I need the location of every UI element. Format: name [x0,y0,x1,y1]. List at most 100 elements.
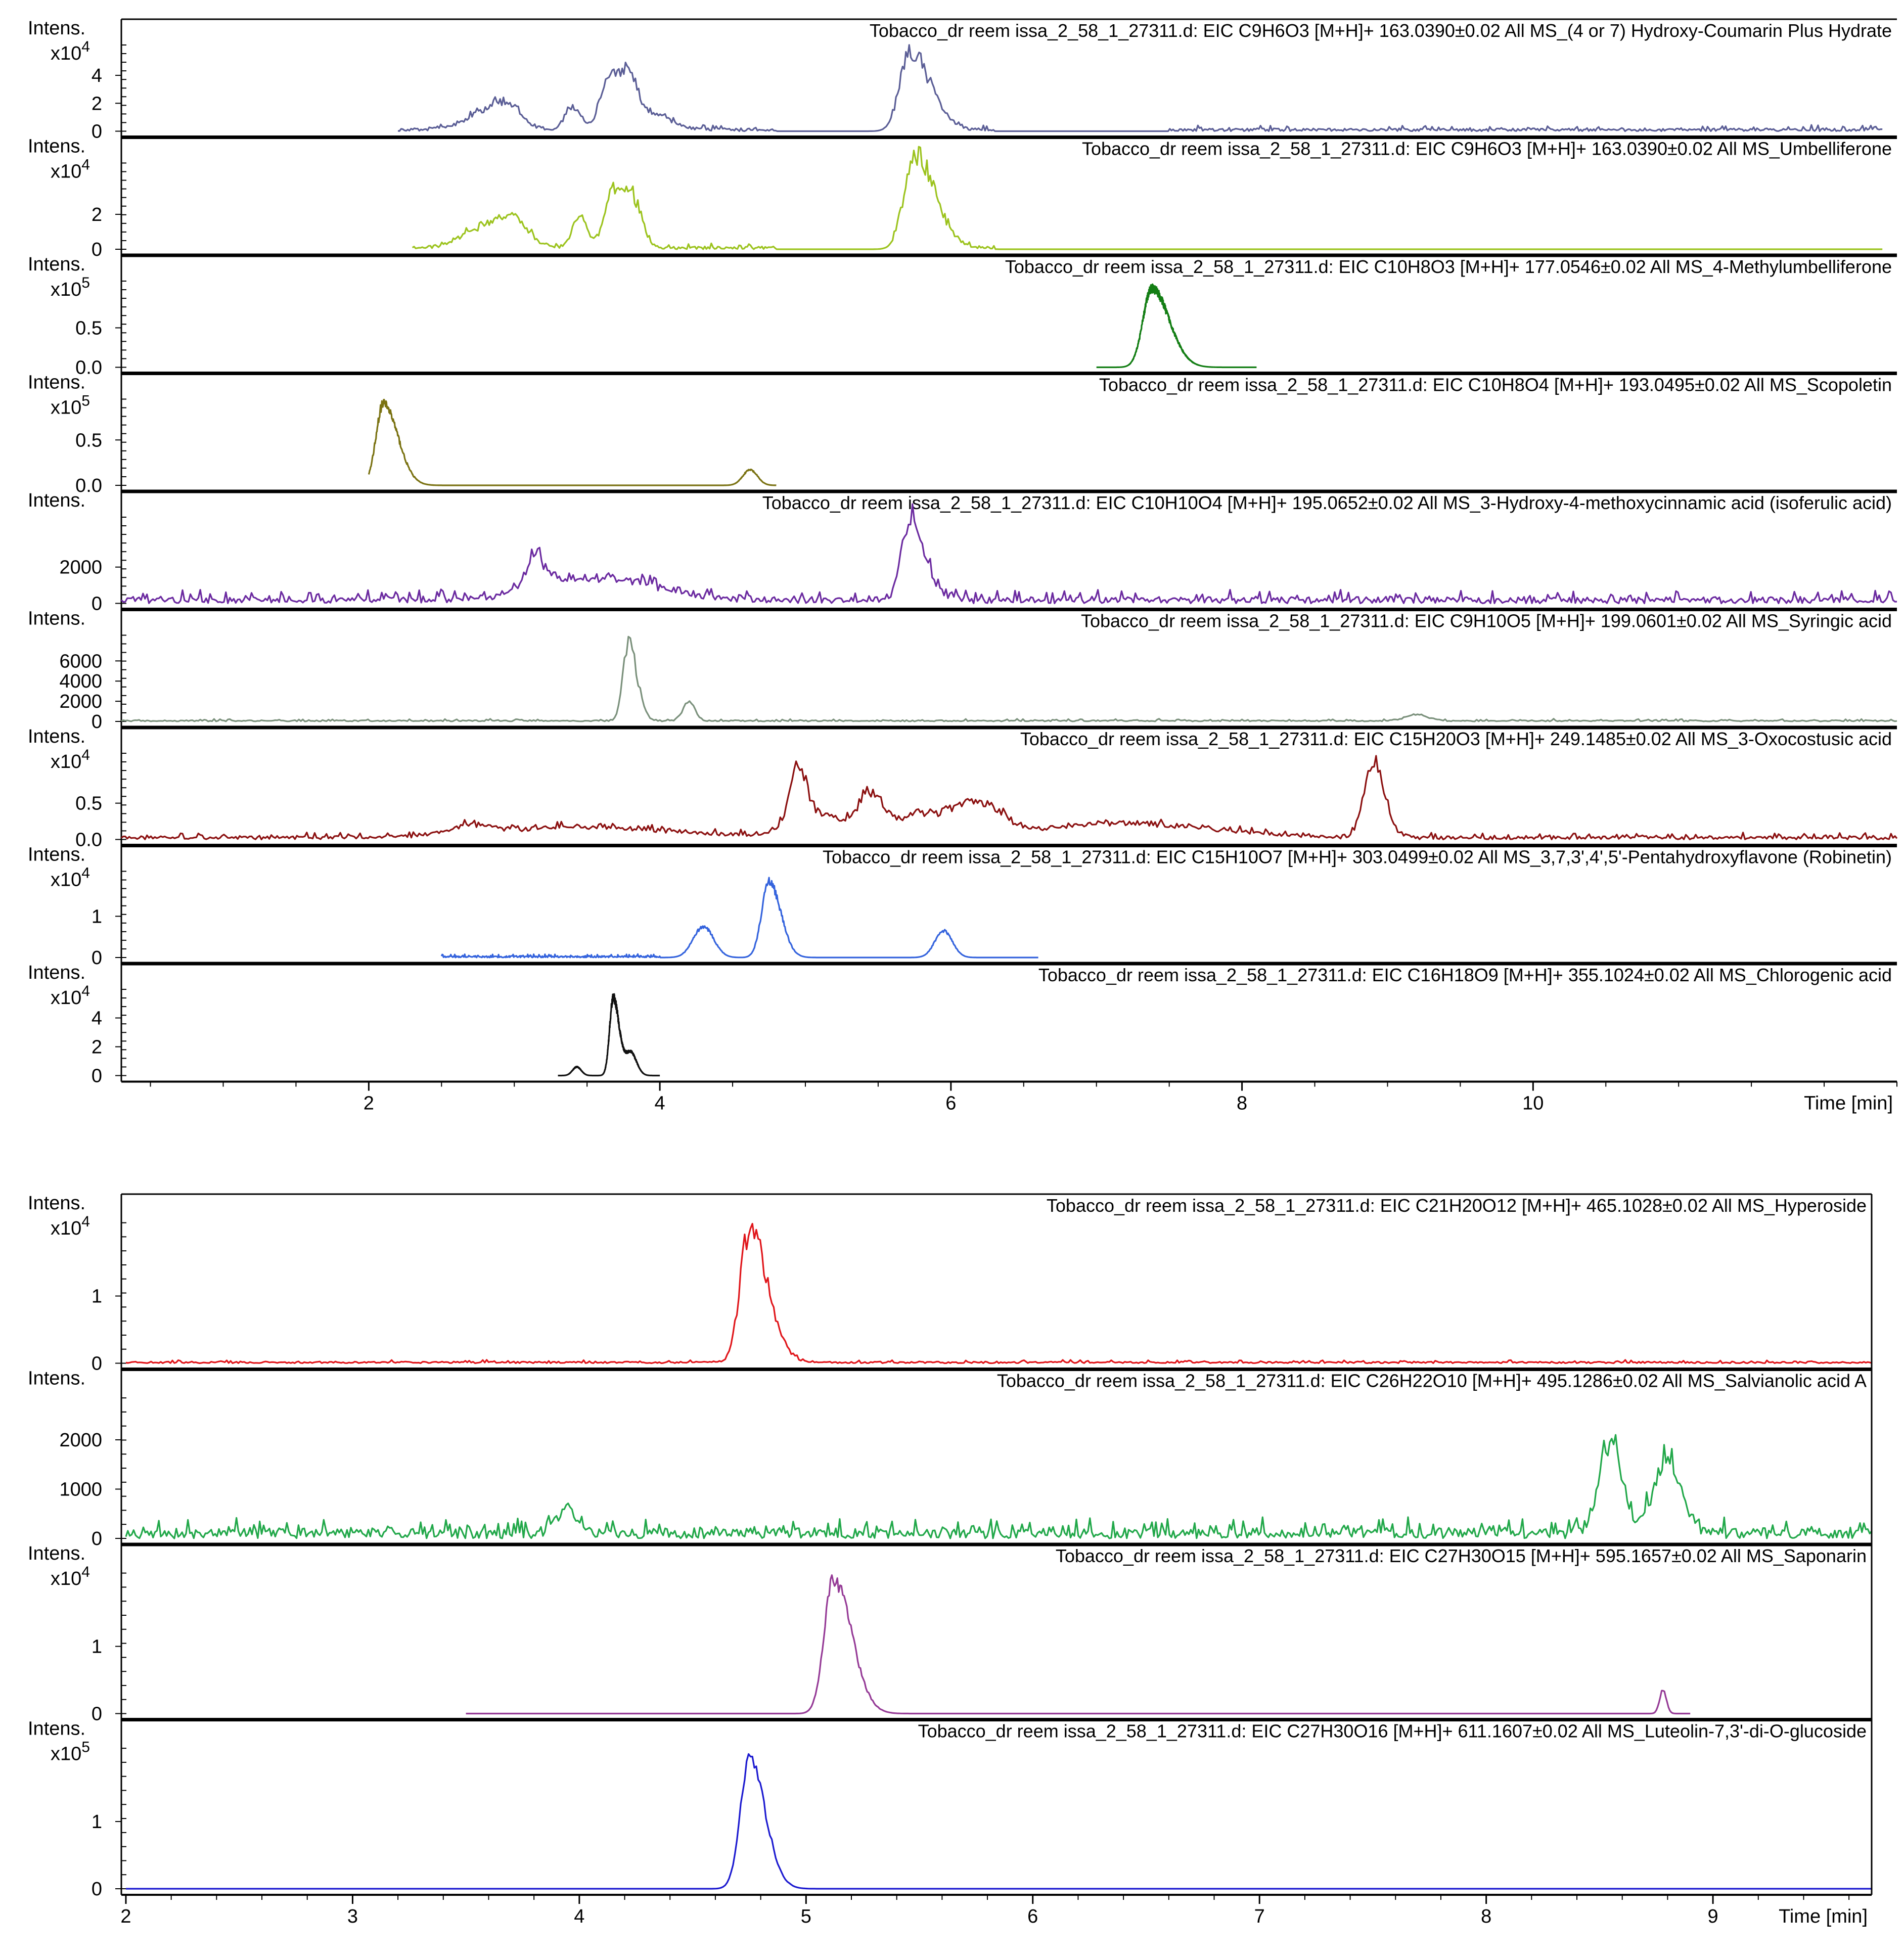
y-tick-label: 2 [92,93,102,114]
y-multiplier-base: x10 [51,161,81,183]
y-multiplier: x104 [51,865,90,891]
x-tick-label: 8 [1237,1093,1247,1114]
x-tick-label: 6 [945,1093,956,1114]
y-multiplier-base: x10 [51,279,81,300]
x-tick-label: 2 [120,1906,131,1927]
y-multiplier: x104 [51,157,90,183]
y-tick-label: 2 [92,1037,102,1058]
x-tick-label: 7 [1254,1906,1265,1927]
y-axis-label: Intens. [28,608,85,629]
y-multiplier-base: x10 [51,1744,81,1765]
y-multiplier-base: x10 [51,751,81,772]
y-tick-label: 0 [92,1528,102,1550]
y-multiplier-exponent: 4 [81,983,90,999]
y-tick-label: 0.0 [75,475,102,496]
y-multiplier-base: x10 [51,987,81,1009]
y-tick-label: 0.0 [75,357,102,379]
y-axis-label: Intens. [28,372,85,393]
y-multiplier-base: x10 [51,1568,81,1589]
y-multiplier: x104 [51,983,90,1009]
y-tick-label: 0 [92,711,102,733]
y-tick-label: 0 [92,1704,102,1725]
y-tick-label: 0 [92,239,102,260]
y-axis-label: Intens. [28,1368,85,1389]
x-tick-label: 6 [1027,1906,1038,1927]
y-tick-label: 0 [92,947,102,969]
x-tick-label: 5 [801,1906,811,1927]
y-multiplier: x104 [51,747,90,772]
y-multiplier: x105 [51,393,90,419]
y-multiplier-exponent: 4 [81,747,90,763]
y-tick-label: 1000 [59,1479,102,1500]
y-multiplier-exponent: 5 [81,393,90,409]
chromatogram-trace [412,146,1883,250]
x-axis-label: Time [min] [1804,1093,1893,1114]
y-multiplier-exponent: 4 [81,1213,90,1230]
x-tick-label: 10 [1522,1093,1544,1114]
y-multiplier-base: x10 [51,43,81,64]
y-axis-label: Intens. [28,1718,85,1740]
y-axis-label: Intens. [28,490,85,511]
trace-title: Tobacco_dr reem issa_2_58_1_27311.d: EIC… [918,1721,1867,1742]
trace-title: Tobacco_dr reem issa_2_58_1_27311.d: EIC… [870,20,1892,41]
y-multiplier-exponent: 4 [81,865,90,882]
y-axis-label: Intens. [28,254,85,275]
chromatogram-trace [440,877,1038,959]
chromatogram-trace [121,635,1897,722]
y-multiplier: x104 [51,1564,90,1589]
chromatogram-trace [557,993,661,1077]
trace-title: Tobacco_dr reem issa_2_58_1_27311.d: EIC… [823,847,1892,868]
y-tick-label: 2000 [59,557,102,578]
y-tick-label: 4 [92,65,102,86]
x-tick-label: 8 [1481,1906,1491,1927]
trace-title: Tobacco_dr reem issa_2_58_1_27311.d: EIC… [1056,1545,1867,1566]
trace-title: Tobacco_dr reem issa_2_58_1_27311.d: EIC… [762,492,1892,513]
y-multiplier-base: x10 [51,870,81,891]
y-multiplier-exponent: 4 [81,38,90,55]
y-axis-label: Intens. [28,18,85,39]
y-tick-label: 0.0 [75,830,102,851]
trace-title: Tobacco_dr reem issa_2_58_1_27311.d: EIC… [997,1371,1867,1391]
y-tick-label: 0 [92,121,102,143]
y-tick-label: 0 [92,1879,102,1900]
x-axis-label: Time [min] [1779,1906,1868,1927]
y-axis-label: Intens. [28,962,85,983]
trace-title: Tobacco_dr reem issa_2_58_1_27311.d: EIC… [1005,256,1892,277]
y-tick-label: 0.5 [75,793,102,814]
trace-title: Tobacco_dr reem issa_2_58_1_27311.d: EIC… [1099,375,1892,395]
y-tick-label: 0 [92,1066,102,1087]
trace-title: Tobacco_dr reem issa_2_58_1_27311.d: EIC… [1047,1195,1867,1216]
x-tick-label: 4 [655,1093,665,1114]
chromatogram-trace [397,44,1883,132]
y-tick-label: 0 [92,1353,102,1375]
chromatogram-trace [121,755,1898,840]
y-tick-label: 1 [92,1636,102,1658]
y-multiplier-exponent: 4 [81,1564,90,1580]
y-axis-label: Intens. [28,844,85,866]
chromatogram-trace [126,1753,1872,1890]
chromatogram-trace [368,398,777,486]
y-tick-label: 2000 [59,691,102,712]
y-tick-label: 0 [92,594,102,615]
y-tick-label: 0.5 [75,317,102,339]
x-tick-label: 3 [347,1906,358,1927]
y-tick-label: 4 [92,1008,102,1029]
chromatogram-trace [125,1434,1873,1539]
chromatogram-trace [466,1574,1691,1715]
y-multiplier-exponent: 5 [81,275,90,291]
chromatogram-trace [125,1222,1872,1364]
chromatogram-trace [120,503,1897,605]
y-multiplier-exponent: 5 [81,1739,90,1756]
y-multiplier-base: x10 [51,1218,81,1239]
y-axis-label: Intens. [28,1543,85,1564]
y-tick-label: 1 [92,1286,102,1307]
y-tick-label: 2 [92,204,102,225]
trace-title: Tobacco_dr reem issa_2_58_1_27311.d: EIC… [1082,139,1892,159]
trace-title: Tobacco_dr reem issa_2_58_1_27311.d: EIC… [1020,729,1892,749]
x-tick-label: 9 [1708,1906,1718,1927]
y-axis-label: Intens. [28,726,85,747]
y-tick-label: 2000 [59,1430,102,1451]
y-tick-label: 4000 [59,671,102,692]
